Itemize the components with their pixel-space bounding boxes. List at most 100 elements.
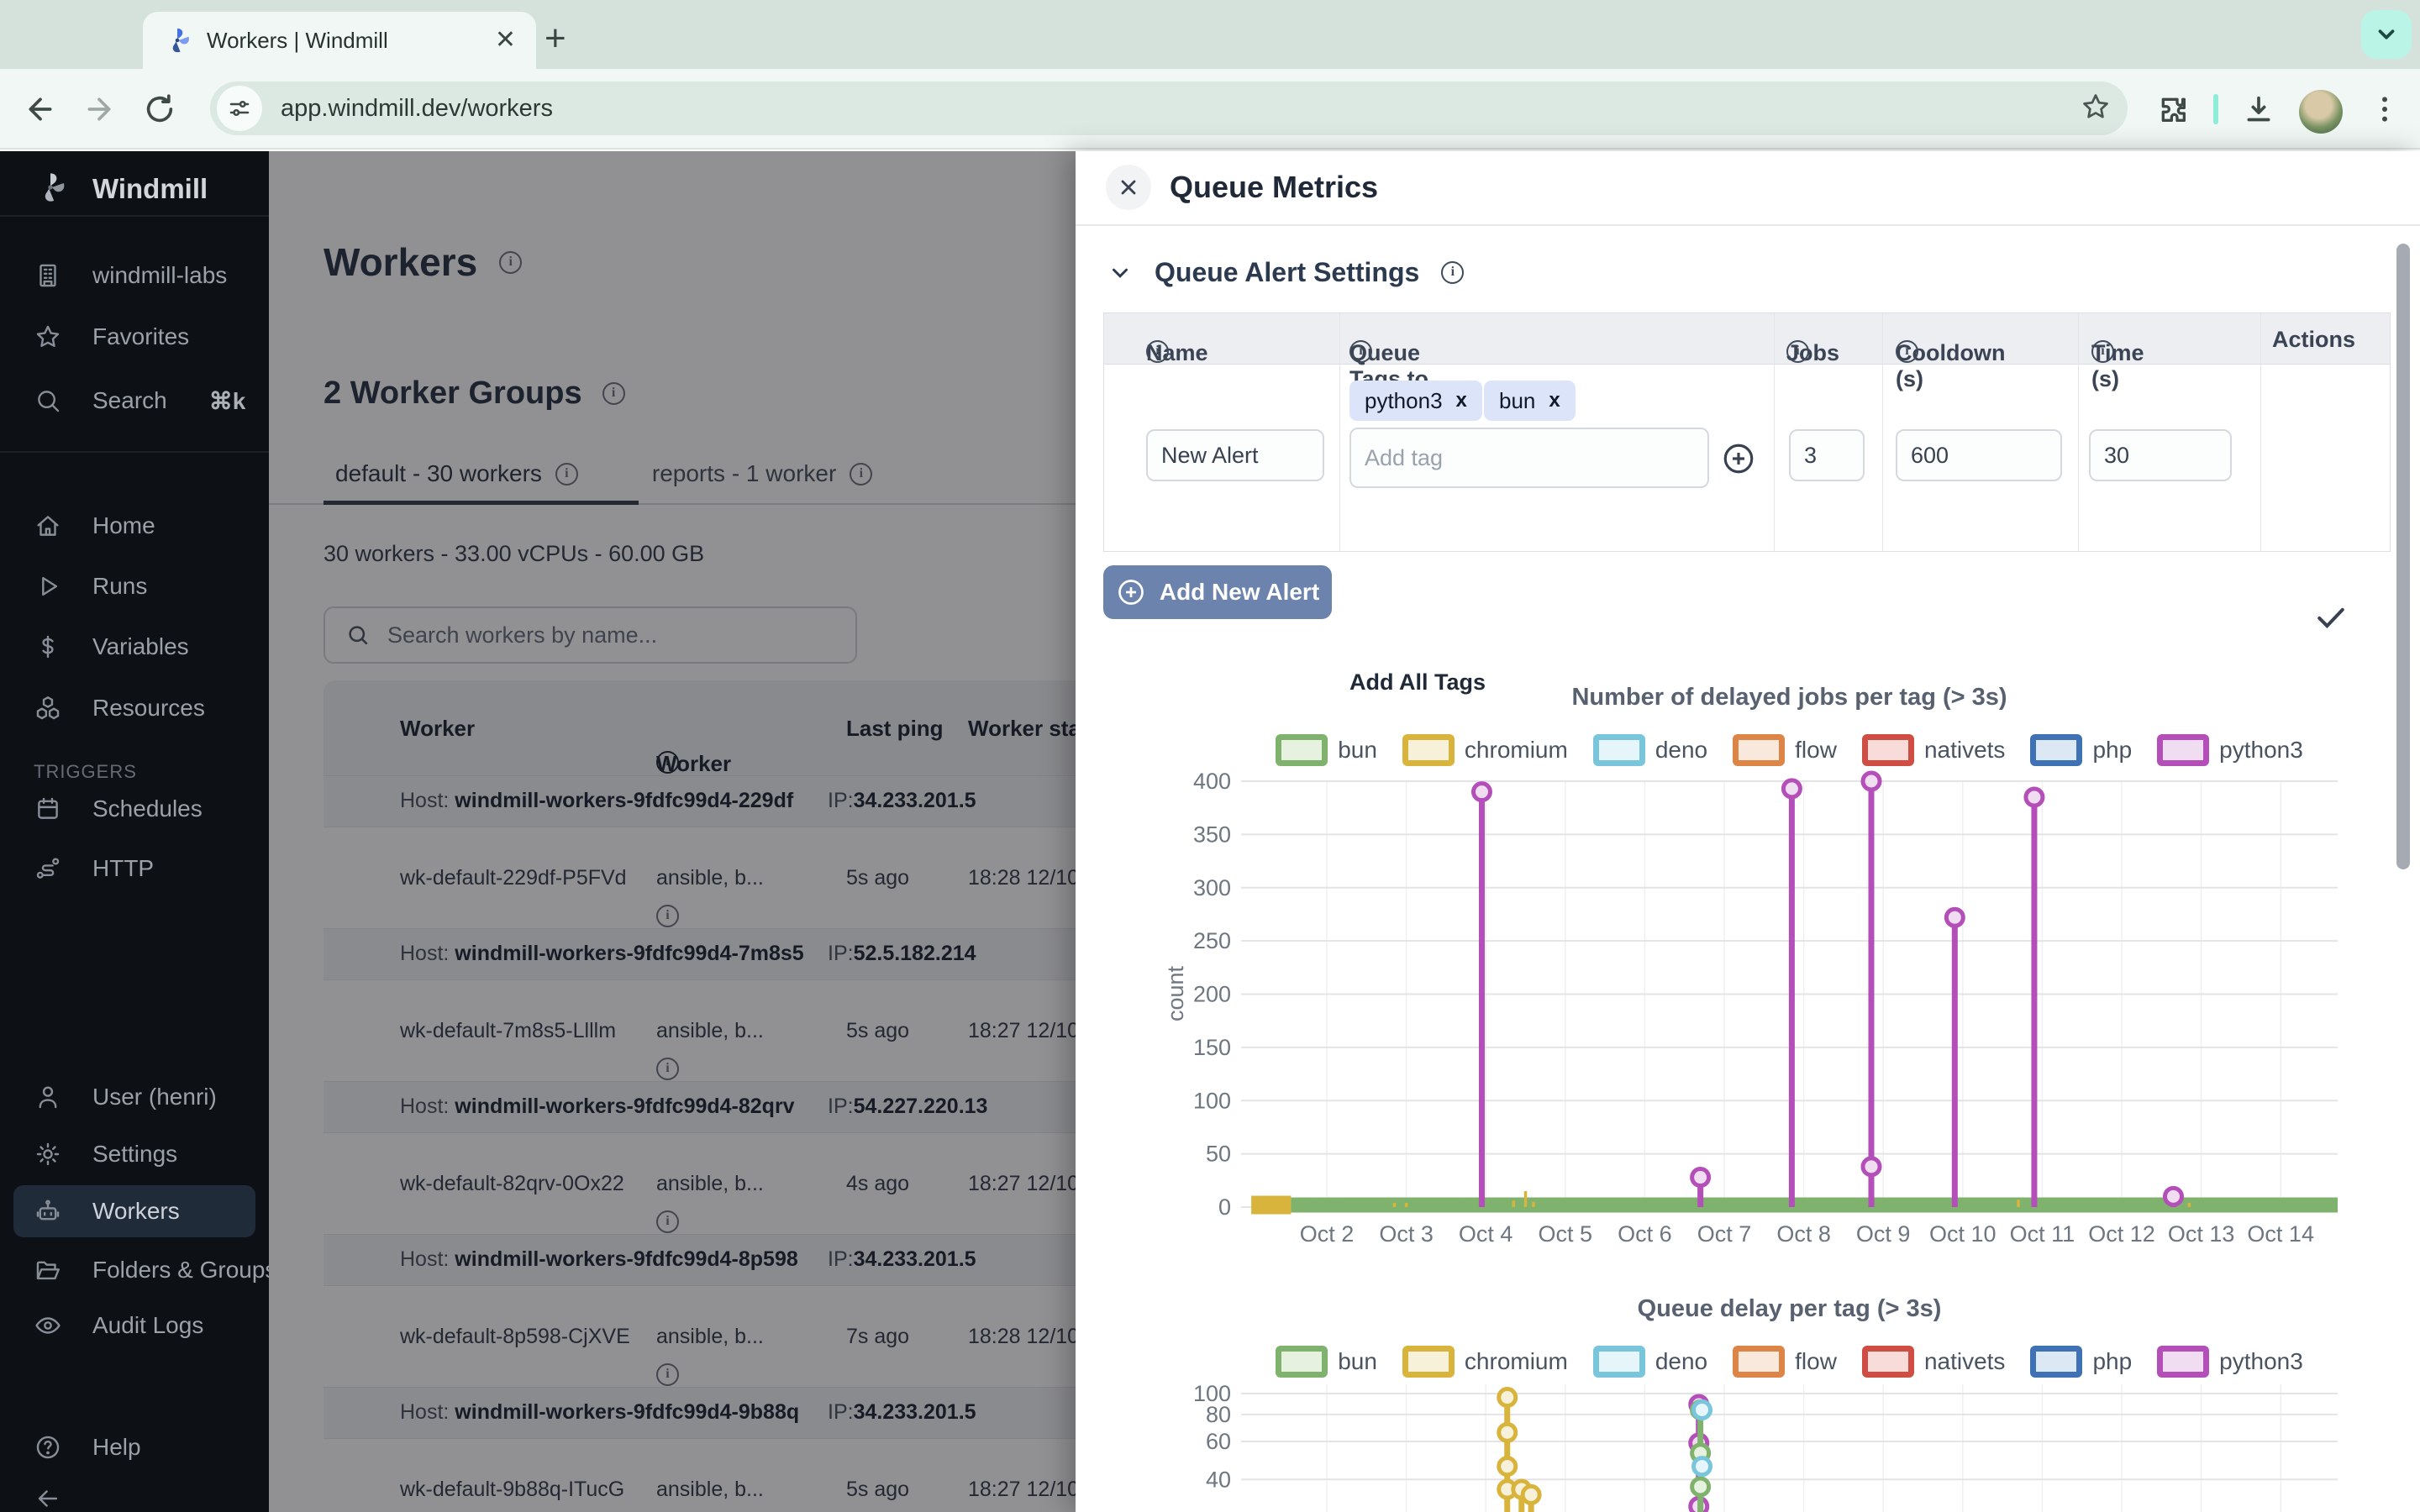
svg-text:Oct 13: Oct 13 (2168, 1221, 2235, 1247)
chart-legend: bun chromium deno flow nativets php python3 (1241, 1346, 2338, 1378)
sidebar-item-resources[interactable]: Resources (34, 686, 205, 730)
browser-tabstrip: Workers | Windmill ✕ + (0, 0, 2420, 69)
svg-text:Oct 10: Oct 10 (1929, 1221, 1996, 1247)
jobs-input[interactable] (1789, 429, 1865, 481)
url-text[interactable]: app.windmill.dev/workers (281, 95, 2081, 123)
sidebar-item-variables[interactable]: Variables (34, 625, 189, 669)
bookmark-star-icon[interactable] (2081, 92, 2111, 126)
delayed-jobs-chart-title: Number of delayed jobs per tag (> 3s) (1241, 684, 2338, 711)
legend-item[interactable]: chromium (1402, 1346, 1568, 1378)
browser-tab[interactable]: Workers | Windmill ✕ (143, 12, 536, 69)
overlay-dim[interactable] (269, 151, 1076, 1512)
sidebar-item-settings[interactable]: Settings (34, 1132, 177, 1176)
sidebar-item-http[interactable]: HTTP (34, 847, 154, 890)
sidebar-collapse[interactable] (34, 1477, 62, 1512)
route-icon (34, 854, 62, 883)
legend-item[interactable]: bun (1276, 1346, 1377, 1378)
column-divider (1774, 313, 1775, 551)
logo-text: Windmill (92, 173, 208, 205)
toolbar-divider (2213, 94, 2218, 124)
avatar[interactable] (2299, 90, 2343, 134)
confirm-alert-button[interactable] (2312, 599, 2349, 636)
svg-text:Oct 4: Oct 4 (1459, 1221, 1513, 1247)
sidebar-item-runs[interactable]: Runs (34, 564, 147, 608)
site-settings-icon[interactable] (217, 86, 262, 131)
queue-metrics-drawer: Queue Metrics Queue Alert Settings Name … (1076, 151, 2420, 1512)
divider (0, 215, 269, 217)
add-tag-button[interactable] (1721, 441, 1756, 476)
plus-circle-icon (1116, 577, 1146, 607)
svg-text:50: 50 (1206, 1142, 1231, 1167)
info-icon[interactable] (1441, 261, 1464, 284)
drawer-scrollbar[interactable] (2396, 244, 2410, 869)
svg-text:400: 400 (1193, 769, 1231, 794)
cooldown-input[interactable] (1896, 429, 2062, 481)
info-icon[interactable] (2091, 340, 2114, 363)
legend-item[interactable]: flow (1733, 1346, 1837, 1378)
screen: Workers | Windmill ✕ + app.windmill.dev/… (0, 0, 2420, 1512)
remove-tag-icon[interactable]: x (1456, 389, 1467, 412)
time-input[interactable] (2089, 429, 2232, 481)
sidebar-item-home[interactable]: Home (34, 504, 155, 548)
legend-item[interactable]: python3 (2157, 1346, 2303, 1378)
tag-pill-bun[interactable]: bunx (1484, 381, 1576, 421)
alert-settings-table: Name Queue Tags to Monitor Jobs Cooldown… (1103, 312, 2391, 552)
sidebar-item-favorites[interactable]: Favorites (34, 315, 189, 359)
refresh-icon[interactable] (143, 92, 176, 126)
window-chevron-button[interactable] (2361, 10, 2412, 59)
legend-item[interactable]: php (2030, 1346, 2132, 1378)
svg-text:Oct 8: Oct 8 (1776, 1221, 1831, 1247)
queue-delay-chart-title: Queue delay per tag (> 3s) (1241, 1295, 2338, 1323)
drawer-close-button[interactable] (1106, 165, 1151, 210)
sidebar-item-workers[interactable]: Workers (34, 1189, 180, 1233)
menu-kebab-icon[interactable] (2368, 92, 2402, 126)
svg-text:150: 150 (1193, 1035, 1231, 1060)
info-icon[interactable] (1349, 340, 1372, 363)
info-icon[interactable] (1896, 340, 1918, 363)
sidebar-item-user[interactable]: User (henri) (34, 1075, 217, 1119)
legend-item[interactable]: deno (1593, 1346, 1707, 1378)
remove-tag-icon[interactable]: x (1549, 389, 1560, 412)
calendar-icon (34, 795, 62, 823)
column-divider (1882, 313, 1883, 551)
chevron-down-icon (1107, 260, 1133, 286)
new-tab-button[interactable]: + (544, 20, 566, 57)
back-icon[interactable] (24, 92, 57, 126)
drawer-title: Queue Metrics (1170, 170, 1378, 205)
robot-icon (34, 1197, 62, 1226)
sidebar-item-search[interactable]: Search ⌘k (34, 379, 245, 423)
queue-alert-settings-header[interactable]: Queue Alert Settings (1107, 257, 1464, 288)
play-icon (34, 572, 62, 601)
windmill-logo[interactable]: Windmill (34, 167, 208, 211)
building-icon (34, 261, 62, 290)
sidebar-item-audit-logs[interactable]: Audit Logs (34, 1304, 203, 1347)
tag-pill-python3[interactable]: python3x (1349, 381, 1482, 421)
windmill-logo-icon (34, 171, 67, 208)
sidebar-item-help[interactable]: Help (34, 1425, 141, 1469)
arrow-left-icon (34, 1484, 62, 1512)
tab-close-icon[interactable]: ✕ (495, 28, 516, 53)
sidebar-item-schedules[interactable]: Schedules (34, 787, 203, 831)
divider (0, 451, 269, 453)
sidebar-item-folders-groups[interactable]: Folders & Groups... (34, 1248, 297, 1292)
eye-icon (34, 1311, 62, 1340)
info-icon[interactable] (1146, 340, 1169, 363)
add-new-alert-button[interactable]: Add New Alert (1103, 565, 1332, 619)
svg-text:350: 350 (1193, 822, 1231, 847)
forward-icon[interactable] (82, 92, 116, 126)
info-icon[interactable] (1786, 340, 1809, 363)
sidebar-item-workspace[interactable]: windmill-labs (34, 254, 227, 297)
extensions-icon[interactable] (2156, 92, 2190, 126)
add-tag-input[interactable] (1349, 428, 1709, 488)
svg-text:Oct 14: Oct 14 (2247, 1221, 2314, 1247)
legend-item[interactable]: nativets (1862, 1346, 2006, 1378)
svg-text:count: count (1163, 965, 1188, 1021)
download-icon[interactable] (2242, 92, 2275, 126)
url-bar[interactable]: app.windmill.dev/workers (210, 81, 2128, 135)
dollar-icon (34, 633, 62, 661)
plus-circle-icon (1721, 441, 1756, 476)
sidebar: Windmill windmill-labs Favorites Search … (0, 151, 269, 1512)
browser-toolbar: app.windmill.dev/workers (0, 69, 2420, 150)
bun-swatch (1276, 1346, 1328, 1378)
alert-name-input[interactable] (1146, 429, 1324, 481)
